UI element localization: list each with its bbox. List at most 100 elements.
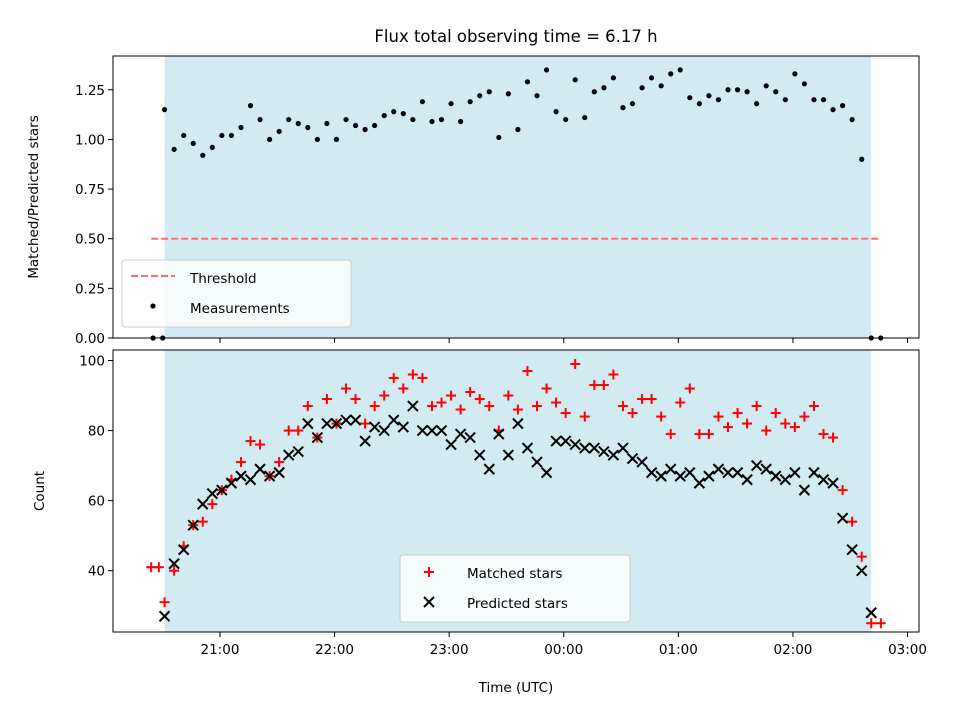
- predicted-star-point: [760, 463, 772, 475]
- matched-star-point: [770, 408, 781, 419]
- predicted-star-point: [388, 414, 400, 426]
- predicted-star-point: [397, 421, 410, 433]
- matched-star-point: [503, 390, 514, 401]
- predicted-star-point: [779, 473, 792, 486]
- predicted-star-point: [693, 477, 706, 489]
- matched-star-point: [532, 401, 543, 412]
- predicted-star-point: [368, 421, 381, 433]
- predicted-star-point: [445, 438, 457, 451]
- predicted-star-point: [645, 466, 658, 479]
- measurement-point: [496, 134, 502, 141]
- matched-star-point: [551, 397, 562, 408]
- y-tick-label: 60: [88, 494, 105, 510]
- matched-star-point: [465, 387, 476, 398]
- matched-star-point: [875, 618, 886, 629]
- measurement-point: [649, 75, 655, 81]
- cross-stroke: [235, 470, 247, 482]
- predicted-star-point: [330, 417, 343, 430]
- measurement-point: [247, 103, 254, 109]
- cross-stroke: [512, 417, 524, 430]
- predicted-star-point: [502, 449, 515, 461]
- predicted-star-point: [206, 487, 219, 500]
- matched-star-point: [159, 597, 170, 608]
- matched-star-point: [780, 418, 791, 429]
- matched-star-point: [579, 411, 590, 422]
- matched-star-point: [255, 439, 266, 450]
- cross-stroke: [330, 417, 343, 430]
- matched-star-point: [379, 390, 390, 401]
- matched-star-point: [694, 429, 705, 440]
- matched-star-point: [169, 565, 180, 576]
- cross-stroke: [445, 438, 457, 451]
- chart-title: Flux total observing time = 6.17 h: [374, 27, 657, 46]
- cross-stroke: [798, 484, 811, 496]
- legend-measurements-swatch: [150, 303, 156, 309]
- predicted-star-point: [846, 543, 858, 556]
- predicted-star-point: [263, 470, 276, 482]
- x-tick-label: 21:00: [201, 642, 240, 658]
- cross-stroke: [349, 414, 362, 426]
- cross-stroke: [693, 477, 706, 489]
- cross-stroke: [760, 463, 772, 475]
- predicted-star-point: [292, 445, 304, 458]
- measurement-point: [161, 107, 168, 113]
- measurement-point: [448, 101, 454, 107]
- cross-stroke: [703, 470, 715, 482]
- measurement-point: [429, 118, 435, 125]
- predicted-star-point: [283, 449, 295, 461]
- cross-stroke: [216, 484, 228, 496]
- matched-star-point: [703, 429, 714, 440]
- measurement-point: [629, 101, 636, 107]
- cross-stroke: [779, 473, 792, 486]
- measurement-point: [534, 93, 540, 99]
- matched-star-point: [828, 432, 839, 443]
- predicted-star-point: [435, 424, 448, 437]
- measurement-point: [658, 83, 664, 89]
- measurement-point: [438, 116, 445, 123]
- predicted-star-point: [750, 459, 763, 472]
- y-tick-label: 40: [88, 564, 105, 580]
- cross-stroke: [789, 466, 801, 479]
- y-tick-label: 0.50: [75, 232, 105, 248]
- measurement-point: [391, 109, 397, 115]
- top-y-axis-ticks: 0.00 0.25 0.50 0.75 1.00 1.25: [75, 83, 113, 347]
- predicted-star-point: [722, 466, 734, 479]
- matched-star-point: [598, 380, 609, 391]
- measurement-point: [582, 114, 588, 121]
- cross-stroke: [502, 449, 515, 461]
- measurement-point: [362, 126, 368, 133]
- measurement-point: [744, 89, 750, 95]
- predicted-star-point: [521, 442, 534, 454]
- x-tick-label: 02:00: [773, 642, 812, 658]
- matched-star-point: [321, 394, 332, 405]
- matched-star-point: [742, 418, 753, 429]
- predicted-star-point: [836, 512, 849, 524]
- predicted-star-point: [684, 466, 696, 479]
- measurement-point: [677, 67, 683, 73]
- matched-star-point: [646, 394, 657, 405]
- matched-star-point: [426, 401, 437, 412]
- predicted-star-point: [598, 445, 610, 458]
- matched-star-point: [560, 408, 571, 419]
- top-axes-frame: [112, 55, 920, 339]
- predicted-star-point: [321, 417, 333, 430]
- cross-stroke: [244, 473, 257, 486]
- matched-star-point: [627, 408, 638, 419]
- measurement-point: [381, 112, 387, 119]
- matched-star-point: [360, 418, 371, 429]
- cross-stroke: [254, 463, 266, 475]
- cross-stroke: [731, 466, 744, 479]
- measurement-point: [190, 140, 196, 146]
- predicted-star-point: [655, 470, 667, 482]
- measurement-point: [276, 128, 282, 135]
- cross-stroke: [311, 431, 324, 444]
- matched-star-point: [446, 390, 457, 401]
- matched-stars-series: [146, 359, 886, 629]
- predicted-star-point: [407, 400, 419, 412]
- matched-star-point: [818, 429, 829, 440]
- predicted-star-point: [244, 473, 257, 486]
- cross-stroke: [750, 459, 763, 472]
- top-y-axis-label: Matched/Predicted stars: [26, 115, 42, 278]
- measurement-point: [286, 116, 292, 123]
- predicted-star-point: [359, 435, 371, 447]
